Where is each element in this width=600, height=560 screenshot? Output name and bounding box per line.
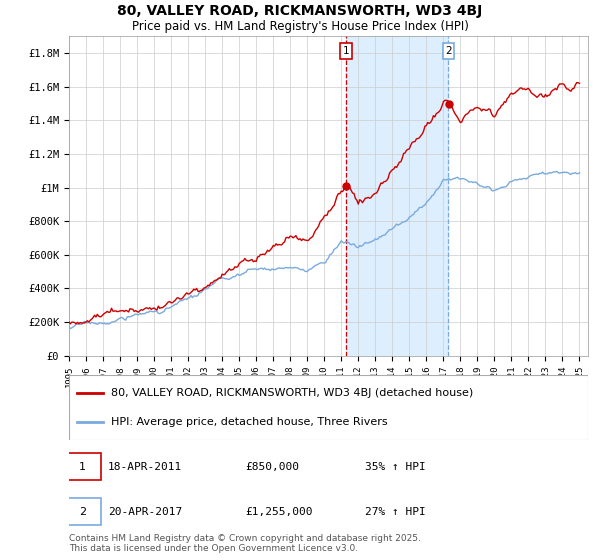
FancyBboxPatch shape	[69, 375, 588, 440]
Bar	[346, 36, 448, 356]
Text: 80, VALLEY ROAD, RICKMANSWORTH, WD3 4BJ (detached house): 80, VALLEY ROAD, RICKMANSWORTH, WD3 4BJ …	[110, 388, 473, 398]
Text: Contains HM Land Registry data © Crown copyright and database right 2025.
This d: Contains HM Land Registry data © Crown c…	[69, 534, 421, 553]
Text: 2: 2	[445, 46, 452, 56]
Text: HPI: Average price, detached house, Three Rivers: HPI: Average price, detached house, Thre…	[110, 417, 387, 427]
Text: 27% ↑ HPI: 27% ↑ HPI	[365, 507, 425, 517]
Text: 1: 1	[79, 462, 86, 472]
Text: 80, VALLEY ROAD, RICKMANSWORTH, WD3 4BJ: 80, VALLEY ROAD, RICKMANSWORTH, WD3 4BJ	[118, 4, 482, 18]
Text: 20-APR-2017: 20-APR-2017	[108, 507, 182, 517]
Text: £850,000: £850,000	[245, 462, 299, 472]
Text: 35% ↑ HPI: 35% ↑ HPI	[365, 462, 425, 472]
Text: £1,255,000: £1,255,000	[245, 507, 313, 517]
Text: 18-APR-2011: 18-APR-2011	[108, 462, 182, 472]
FancyBboxPatch shape	[64, 454, 101, 480]
Text: Price paid vs. HM Land Registry's House Price Index (HPI): Price paid vs. HM Land Registry's House …	[131, 20, 469, 32]
FancyBboxPatch shape	[64, 498, 101, 525]
Text: 1: 1	[343, 46, 350, 56]
Text: 2: 2	[79, 507, 86, 517]
